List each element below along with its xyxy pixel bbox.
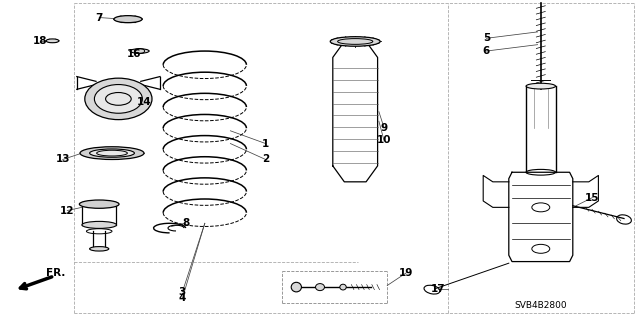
Ellipse shape: [130, 49, 149, 53]
Text: 7: 7: [95, 12, 103, 23]
Text: 8: 8: [182, 218, 189, 228]
Ellipse shape: [330, 37, 380, 46]
Ellipse shape: [340, 284, 346, 290]
Ellipse shape: [80, 147, 144, 160]
Ellipse shape: [291, 282, 301, 292]
Text: 13: 13: [56, 154, 70, 165]
Text: 17: 17: [431, 284, 445, 294]
Text: 5: 5: [483, 33, 490, 43]
Ellipse shape: [114, 16, 142, 23]
Ellipse shape: [95, 85, 143, 113]
Text: SVB4B2800: SVB4B2800: [515, 301, 567, 310]
Text: 9: 9: [380, 122, 388, 133]
Ellipse shape: [316, 284, 324, 291]
Text: 12: 12: [60, 205, 74, 216]
Text: 4: 4: [179, 293, 186, 303]
Text: 10: 10: [377, 135, 391, 145]
Text: 16: 16: [127, 49, 141, 59]
Text: FR.: FR.: [46, 268, 65, 278]
Text: 6: 6: [483, 46, 490, 56]
Text: 3: 3: [179, 287, 186, 297]
Text: 1: 1: [262, 138, 269, 149]
Ellipse shape: [90, 149, 134, 157]
Text: 14: 14: [137, 97, 151, 107]
Text: 18: 18: [33, 36, 47, 47]
Ellipse shape: [82, 221, 116, 228]
Text: 15: 15: [585, 193, 599, 203]
Ellipse shape: [79, 200, 119, 208]
Ellipse shape: [46, 39, 59, 43]
Ellipse shape: [526, 83, 556, 89]
Ellipse shape: [90, 247, 109, 251]
Text: 19: 19: [399, 268, 413, 278]
Ellipse shape: [85, 78, 152, 120]
Text: 2: 2: [262, 154, 269, 165]
